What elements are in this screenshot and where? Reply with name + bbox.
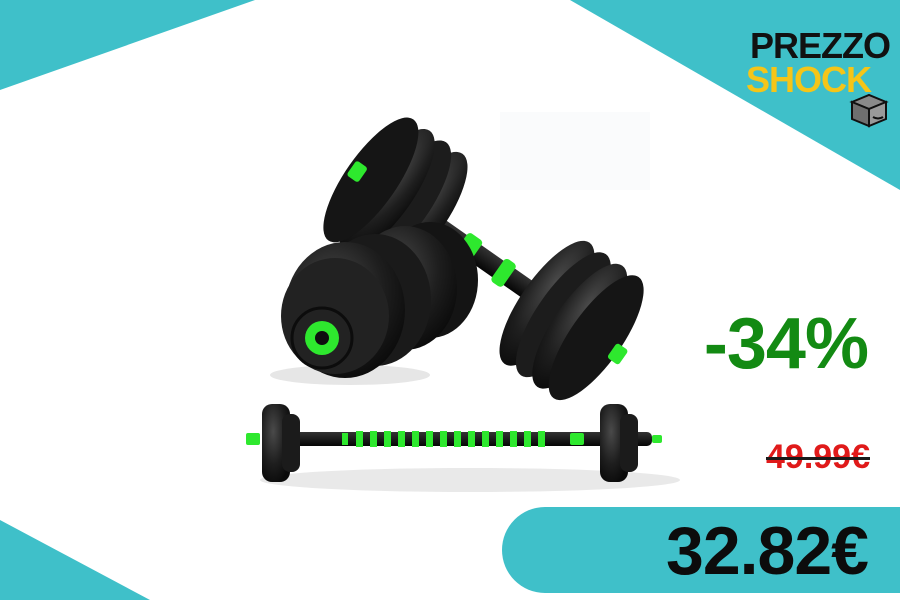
old-price: 49.99€ bbox=[766, 438, 870, 476]
box-icon bbox=[849, 93, 889, 128]
teal-corner-bottom-left bbox=[0, 520, 150, 600]
price-pill: 32.82€ bbox=[502, 507, 900, 593]
teal-corner-top-left bbox=[0, 0, 255, 90]
white-patch bbox=[500, 112, 650, 190]
brand-name-line2: SHOCK bbox=[746, 59, 872, 100]
dumbbell-bottom bbox=[281, 222, 478, 378]
brand-name-line1: PREZZO bbox=[750, 25, 891, 66]
current-price: 32.82€ bbox=[666, 513, 869, 589]
discount-badge: -34% bbox=[703, 304, 869, 384]
brand-logo: PREZZO SHOCK bbox=[740, 18, 900, 138]
teal-corner-top-right bbox=[570, 0, 900, 190]
dumbbell-top bbox=[323, 117, 644, 401]
barbell bbox=[246, 404, 662, 482]
